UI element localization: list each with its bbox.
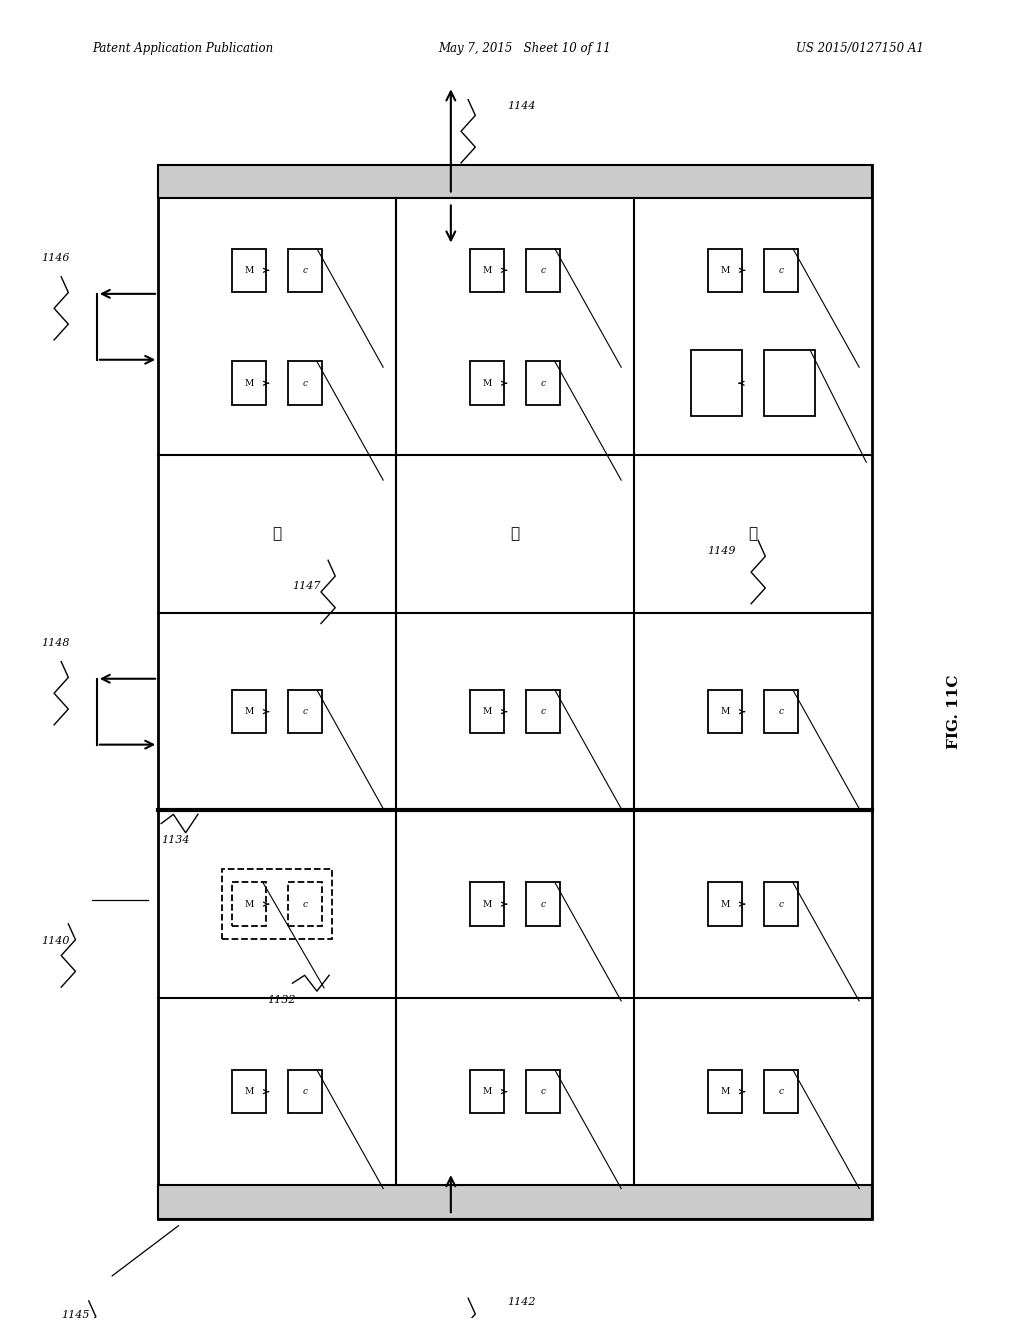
Bar	[707, 690, 741, 734]
Bar	[470, 362, 503, 405]
Text: c: c	[540, 708, 545, 717]
Bar	[470, 248, 503, 292]
Text: US 2015/0127150 A1: US 2015/0127150 A1	[795, 42, 922, 55]
Text: Patent Application Publication: Patent Application Publication	[92, 42, 273, 55]
Text: c: c	[303, 379, 308, 388]
Text: c: c	[540, 1088, 545, 1096]
Bar	[707, 1071, 741, 1113]
Text: 1140: 1140	[41, 936, 69, 945]
Bar	[470, 690, 503, 734]
Bar	[526, 248, 559, 292]
Bar	[763, 690, 797, 734]
Text: c: c	[777, 1088, 783, 1096]
Bar	[158, 165, 871, 1220]
Bar	[526, 690, 559, 734]
Text: c: c	[540, 900, 545, 908]
Text: c: c	[540, 265, 545, 275]
Text: ⋯: ⋯	[272, 527, 281, 541]
Bar	[690, 350, 741, 416]
Text: M: M	[245, 379, 254, 388]
Text: 1134: 1134	[161, 836, 190, 845]
Text: c: c	[540, 379, 545, 388]
Text: FIG. 11C: FIG. 11C	[946, 675, 960, 748]
Text: ⋯: ⋯	[511, 527, 519, 541]
Text: c: c	[777, 265, 783, 275]
Text: M: M	[719, 1088, 729, 1096]
Text: May 7, 2015   Sheet 10 of 11: May 7, 2015 Sheet 10 of 11	[438, 42, 610, 55]
Text: ⋯: ⋯	[748, 527, 757, 541]
Bar	[232, 1071, 266, 1113]
Bar	[288, 690, 322, 734]
Bar	[158, 165, 871, 198]
Bar	[288, 362, 322, 405]
Bar	[288, 248, 322, 292]
Bar	[158, 1185, 871, 1220]
Bar	[763, 248, 797, 292]
Text: 1132: 1132	[267, 995, 296, 1005]
Bar	[232, 690, 266, 734]
Text: c: c	[303, 900, 308, 908]
Text: 1144: 1144	[506, 100, 535, 111]
Text: M: M	[482, 265, 491, 275]
Text: M: M	[482, 379, 491, 388]
Text: c: c	[303, 1088, 308, 1096]
Text: M: M	[482, 900, 491, 908]
Text: 1145: 1145	[61, 1309, 90, 1320]
Text: M: M	[245, 900, 254, 908]
Text: 1146: 1146	[41, 253, 69, 263]
Bar	[288, 1071, 322, 1113]
Text: M: M	[245, 265, 254, 275]
Bar	[526, 1071, 559, 1113]
Text: 1149: 1149	[706, 545, 735, 556]
Bar	[232, 362, 266, 405]
Text: M: M	[482, 708, 491, 717]
Text: M: M	[245, 1088, 254, 1096]
Bar	[707, 248, 741, 292]
Bar	[470, 882, 503, 925]
Bar	[222, 869, 332, 939]
Text: c: c	[777, 708, 783, 717]
Text: 1142: 1142	[506, 1296, 535, 1307]
Text: M: M	[719, 265, 729, 275]
Bar	[232, 882, 266, 925]
Text: c: c	[303, 265, 308, 275]
Bar	[526, 882, 559, 925]
Bar	[763, 350, 814, 416]
Text: c: c	[777, 900, 783, 908]
Text: 1148: 1148	[41, 638, 69, 648]
Text: c: c	[303, 708, 308, 717]
Bar	[707, 882, 741, 925]
Bar	[763, 882, 797, 925]
Text: M: M	[245, 708, 254, 717]
Bar	[288, 882, 322, 925]
Text: M: M	[482, 1088, 491, 1096]
Bar	[763, 1071, 797, 1113]
Text: M: M	[719, 900, 729, 908]
Text: M: M	[719, 708, 729, 717]
Text: 1147: 1147	[292, 581, 321, 591]
Bar	[232, 248, 266, 292]
Bar	[470, 1071, 503, 1113]
Bar	[526, 362, 559, 405]
